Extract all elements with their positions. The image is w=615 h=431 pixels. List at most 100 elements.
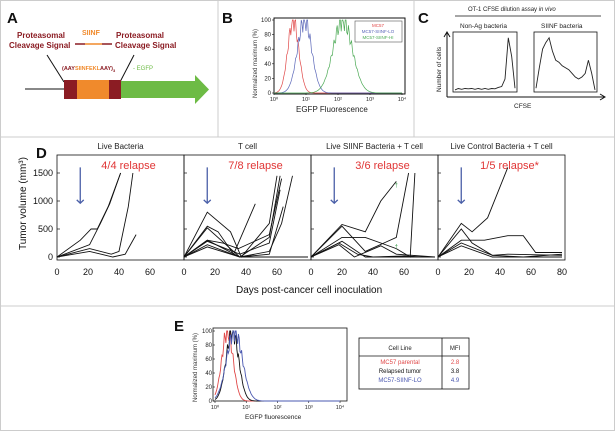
tumor-growth-line [183,189,281,258]
panel-label-e: E [174,318,184,335]
x-tick-label: 10³ [366,97,374,103]
egfp-label: - EGFP [133,66,153,72]
relapse-label: 4/4 relapse [101,160,155,172]
panel-b: B 10⁰ 10¹ 10² 10³ 10⁴ 0 20 40 60 80 100 Normalized… [222,10,407,114]
pointer-line [46,54,65,83]
cleavage-block [64,80,77,99]
y-tick-label: 1500 [33,168,53,178]
tumor-growth-line [310,244,436,258]
axis-arrows [443,31,606,101]
tumor-growth-line [183,175,278,258]
y-tick-label: 60 [264,47,271,53]
tumor-growth-line [183,239,308,258]
x-tick-label: 10⁴ [336,404,345,411]
y-axis-title: Number of cells [436,46,443,92]
x-tick-label: 40 [114,267,124,277]
x-tick-label: 10⁰ [211,404,220,411]
cleavage-block [109,80,121,99]
y-tick-label: 40 [264,62,271,68]
x-tick-label: 20 [83,267,93,277]
legend [354,20,403,43]
x-axis-title: Days post-cancer cell inoculation [236,285,382,296]
x-tick-label: 40 [495,267,505,277]
x-tick-label: 10⁴ [398,96,407,103]
y-tick-label: 100 [202,329,213,335]
x-axis-title: EGFP Fluorescence [296,105,368,114]
x-tick-label: 10² [274,405,282,411]
tumor-growth-line [310,242,423,258]
table-cell: 2.8 [451,360,460,366]
series-line-mc57-parental [214,330,340,402]
tumor-growth-line [437,228,563,258]
left-signal-label-2: Cleavage Signal [9,41,70,50]
series-line-mc57-siinf-hi [274,19,402,94]
plot-frame [212,327,348,402]
tumor-growth-line [183,178,283,258]
table-cell: 4.9 [451,378,460,384]
y-tick-label: 80 [205,343,212,349]
panel-c: C OT-1 CFSE dilution assay in vivo Non-A… [418,7,606,110]
x-tick-label: 0 [308,267,313,277]
tumor-growth-line [310,181,397,258]
table-cell: 3.8 [451,369,460,375]
panel-label-b: B [222,10,233,27]
tumor-growth-line [310,172,410,258]
plot-frame [437,154,566,261]
x-tick-label: 40 [241,267,251,277]
subplot-title: T cell [238,142,257,151]
sequence-label: (AAYSIINFEKLAAY)3 [62,66,116,73]
panel-e: E 10⁰ 10¹ 10² 10³ 10⁴ 0 20 40 60 80 100 Normalized… [174,318,470,421]
right-signal-label-2: Cleavage Signal [115,41,176,50]
x-tick-label: 10⁰ [270,96,279,103]
plot-frame [452,31,518,93]
y-tick-label: 0 [268,91,272,97]
panel-d: D Live Bacteria 4/4 relapse 0 500 1000 1500 0 2… [18,142,567,296]
y-tick-label: 1000 [33,196,53,206]
y-tick-label: 60 [205,357,212,363]
title-italic: in vivo [539,7,557,13]
y-tick-label: 0 [209,399,213,405]
death-marker-icon: † [395,245,398,251]
y-tick-label: 500 [38,224,53,234]
tumor-growth-line [437,242,563,258]
subplot-title: Live Bacteria [97,142,144,151]
x-tick-label: 0 [435,267,440,277]
x-tick-label: 80 [557,267,567,277]
siinf-block [77,80,109,99]
panel-label-c: C [418,10,429,27]
seq-subscript: 3 [113,68,116,73]
relapse-label: 1/5 relapse* [480,160,539,172]
legend-item: MC57-SIINF-LO [362,29,395,34]
tumor-growth-line [310,172,416,258]
x-tick-label: 20 [210,267,220,277]
y-axis-title: Tumor volume (mm³) [18,157,29,250]
y-axis-title: Normalized maximum (%) [193,333,199,402]
y-tick-label: 20 [264,76,271,82]
y-tick-label: 0 [48,252,53,262]
tumor-growth-line [56,172,122,258]
y-tick-label: 80 [264,33,271,39]
x-tick-label: 10³ [305,405,313,411]
x-tick-label: 20 [464,267,474,277]
subplot-title: Non-Ag bacteria [460,23,507,30]
x-tick-label: 60 [399,267,409,277]
treatment-arrow-icon [203,167,212,205]
y-tick-label: 40 [205,371,212,377]
panel-label-a: A [7,10,18,27]
pointer-line [119,54,135,83]
x-tick-label: 60 [272,267,282,277]
death-marker-icon: † [395,183,398,189]
x-tick-label: 20 [337,267,347,277]
tumor-growth-line [183,203,256,258]
legend-item: MC57-SIINF-HI [362,35,393,40]
tumor-growth-line [437,235,562,258]
table-cell: MC57 parental [380,360,419,366]
table-header: Cell Line [388,346,412,352]
seq-part: AAY) [100,66,113,72]
table-border [358,337,470,390]
tumor-growth-line [56,234,137,258]
x-tick-label: 10¹ [242,405,250,411]
tumor-growth-line [56,172,122,258]
